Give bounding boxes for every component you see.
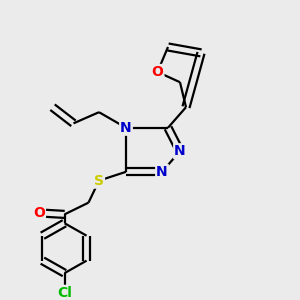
Text: S: S <box>94 174 104 188</box>
Text: N: N <box>156 165 168 179</box>
Text: O: O <box>152 65 164 79</box>
Text: N: N <box>120 121 132 135</box>
Text: Cl: Cl <box>57 286 72 300</box>
Text: O: O <box>33 206 45 220</box>
Text: N: N <box>174 144 186 158</box>
